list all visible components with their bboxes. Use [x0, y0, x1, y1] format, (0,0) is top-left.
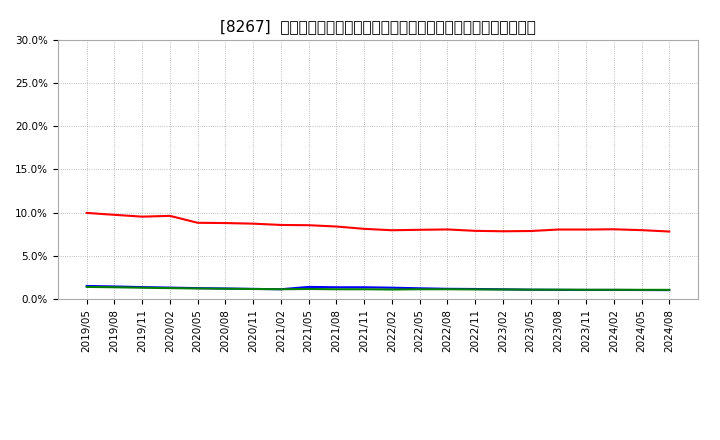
自己資本: [554, 227, 562, 232]
Line: 自己資本: 自己資本: [86, 213, 670, 231]
のれん: [665, 287, 674, 293]
のれん: [637, 287, 646, 293]
のれん: [609, 287, 618, 293]
繰延税金資産: [637, 287, 646, 293]
のれん: [526, 287, 535, 292]
繰延税金資産: [387, 287, 396, 292]
自己資本: [665, 229, 674, 234]
自己資本: [166, 213, 174, 219]
繰延税金資産: [582, 287, 590, 293]
のれん: [582, 287, 590, 293]
のれん: [194, 286, 202, 291]
のれん: [166, 285, 174, 290]
自己資本: [526, 228, 535, 234]
繰延税金資産: [138, 285, 147, 290]
自己資本: [305, 223, 313, 228]
繰延税金資産: [166, 286, 174, 291]
のれん: [138, 284, 147, 290]
自己資本: [194, 220, 202, 225]
繰延税金資産: [332, 286, 341, 292]
のれん: [554, 287, 562, 293]
のれん: [276, 286, 285, 292]
繰延税金資産: [360, 286, 369, 292]
のれん: [110, 284, 119, 289]
自己資本: [110, 212, 119, 217]
自己資本: [249, 221, 258, 226]
自己資本: [471, 228, 480, 234]
のれん: [249, 286, 258, 292]
繰延税金資産: [554, 287, 562, 292]
繰延税金資産: [443, 286, 451, 292]
繰延税金資産: [194, 286, 202, 291]
自己資本: [637, 227, 646, 233]
のれん: [415, 286, 424, 291]
自己資本: [221, 220, 230, 226]
のれん: [221, 286, 230, 291]
繰延税金資産: [276, 286, 285, 292]
繰延税金資産: [609, 287, 618, 293]
繰延税金資産: [305, 286, 313, 292]
のれん: [471, 286, 480, 292]
自己資本: [276, 222, 285, 227]
自己資本: [609, 227, 618, 232]
繰延税金資産: [82, 284, 91, 290]
Title: [8267]  自己資本、のれん、繰延税金資産の総資産に対する比率の推移: [8267] 自己資本、のれん、繰延税金資産の総資産に対する比率の推移: [220, 19, 536, 34]
繰延税金資産: [110, 285, 119, 290]
のれん: [443, 286, 451, 291]
自己資本: [82, 210, 91, 216]
のれん: [82, 283, 91, 289]
Line: のれん: のれん: [86, 286, 670, 290]
自己資本: [443, 227, 451, 232]
自己資本: [498, 229, 507, 234]
のれん: [305, 284, 313, 290]
自己資本: [138, 214, 147, 219]
Line: 繰延税金資産: 繰延税金資産: [86, 287, 670, 290]
繰延税金資産: [526, 287, 535, 292]
繰延税金資産: [249, 286, 258, 292]
繰延税金資産: [221, 286, 230, 291]
繰延税金資産: [415, 286, 424, 292]
のれん: [360, 285, 369, 290]
繰延税金資産: [665, 287, 674, 293]
のれん: [332, 285, 341, 290]
繰延税金資産: [471, 287, 480, 292]
自己資本: [387, 227, 396, 233]
繰延税金資産: [498, 287, 507, 292]
のれん: [498, 287, 507, 292]
自己資本: [415, 227, 424, 232]
自己資本: [582, 227, 590, 232]
自己資本: [360, 226, 369, 231]
のれん: [387, 285, 396, 290]
自己資本: [332, 224, 341, 229]
